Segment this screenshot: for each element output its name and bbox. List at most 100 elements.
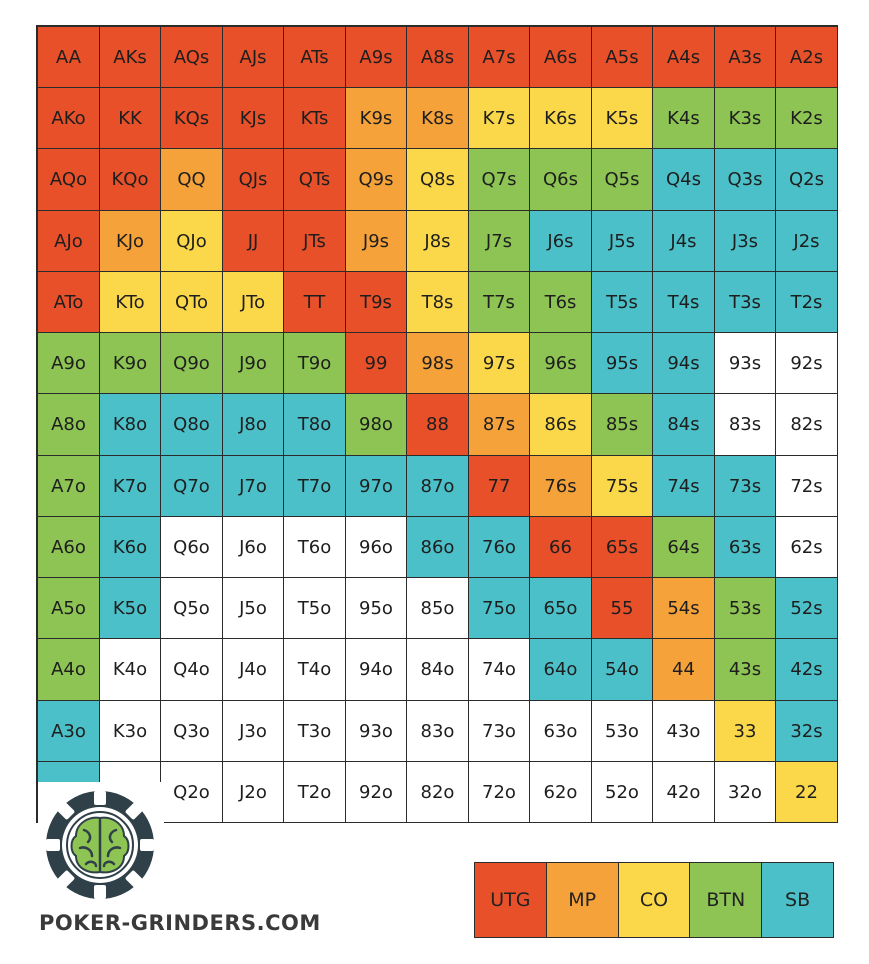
hand-cell: K9o	[99, 332, 161, 394]
hand-cell: T7s	[468, 271, 530, 333]
hand-cell: T2s	[775, 271, 838, 333]
hand-cell: T9s	[345, 271, 407, 333]
hand-cell: QJs	[222, 148, 284, 211]
hand-cell: 43s	[714, 638, 776, 701]
position-legend: UTG MP CO BTN SB	[474, 862, 834, 938]
hand-cell: J9s	[345, 210, 407, 272]
hand-cell: A3o	[37, 700, 100, 762]
hand-cell: A8s	[406, 26, 469, 88]
hand-cell: A5s	[591, 26, 653, 88]
hand-cell: 75s	[591, 455, 653, 517]
hand-cell: 53o	[591, 700, 653, 762]
hand-cell: 98s	[406, 332, 469, 394]
legend-item-sb: SB	[762, 863, 833, 937]
hand-cell: T7o	[283, 455, 346, 517]
hand-cell: 85s	[591, 393, 653, 456]
hand-cell: K3o	[99, 700, 161, 762]
hand-cell: K6o	[99, 516, 161, 578]
hand-cell: 65o	[529, 577, 592, 639]
hand-cell: J5s	[591, 210, 653, 272]
hand-cell: 52s	[775, 577, 838, 639]
hand-cell: 73s	[714, 455, 776, 517]
hand-cell: KJo	[99, 210, 161, 272]
hand-cell: Q2o	[160, 761, 223, 823]
hand-cell: T8s	[406, 271, 469, 333]
hand-cell: ATs	[283, 26, 346, 88]
hand-cell: 42s	[775, 638, 838, 701]
hand-cell: Q9s	[345, 148, 407, 211]
hand-cell: AQs	[160, 26, 223, 88]
hand-cell: A9o	[37, 332, 100, 394]
hand-cell: J6o	[222, 516, 284, 578]
hand-cell: T4s	[652, 271, 715, 333]
hand-cell: Q5o	[160, 577, 223, 639]
hand-cell: J7o	[222, 455, 284, 517]
hand-cell: K9s	[345, 87, 407, 149]
hand-cell: Q3s	[714, 148, 776, 211]
hand-cell: K5s	[591, 87, 653, 149]
legend-item-utg: UTG	[475, 863, 547, 937]
hand-cell: A7o	[37, 455, 100, 517]
hand-cell: T3o	[283, 700, 346, 762]
hand-cell: 76s	[529, 455, 592, 517]
hand-cell: K4o	[99, 638, 161, 701]
hand-cell: TT	[283, 271, 346, 333]
hand-cell: T8o	[283, 393, 346, 456]
hand-cell: QJo	[160, 210, 223, 272]
legend-item-co: CO	[618, 863, 691, 937]
hand-cell: K5o	[99, 577, 161, 639]
hand-cell: 95s	[591, 332, 653, 394]
hand-cell: Q9o	[160, 332, 223, 394]
hand-cell: K8s	[406, 87, 469, 149]
hand-cell: A7s	[468, 26, 530, 88]
hand-cell: K6s	[529, 87, 592, 149]
hand-cell: A5o	[37, 577, 100, 639]
hand-cell: 22	[775, 761, 838, 823]
hand-cell: 99	[345, 332, 407, 394]
hand-cell: Q6s	[529, 148, 592, 211]
hand-cell: AJs	[222, 26, 284, 88]
hand-cell: 66	[529, 516, 592, 578]
hand-cell: 72o	[468, 761, 530, 823]
hand-cell: 72s	[775, 455, 838, 517]
hand-cell: J4o	[222, 638, 284, 701]
hand-cell: K8o	[99, 393, 161, 456]
poker-chip-brain-icon	[38, 782, 164, 906]
hand-cell: 82s	[775, 393, 838, 456]
hand-cell: Q4s	[652, 148, 715, 211]
hand-cell: K3s	[714, 87, 776, 149]
hand-cell: 52o	[591, 761, 653, 823]
hand-cell: QTo	[160, 271, 223, 333]
hand-cell: JTo	[222, 271, 284, 333]
hand-cell: 42o	[652, 761, 715, 823]
hand-cell: J7s	[468, 210, 530, 272]
hand-cell: 98o	[345, 393, 407, 456]
hand-cell: 92s	[775, 332, 838, 394]
hand-cell: J4s	[652, 210, 715, 272]
range-grid: AA AKs AQs AJs ATs A9s A8s A7s A6s A5s A4s A3s A2s AK…	[36, 25, 838, 823]
hand-cell: 88	[406, 393, 469, 456]
hand-cell: J9o	[222, 332, 284, 394]
hand-cell: 87s	[468, 393, 530, 456]
hand-cell: 97s	[468, 332, 530, 394]
hand-cell: 64s	[652, 516, 715, 578]
hand-cell: 96o	[345, 516, 407, 578]
hand-cell: J3o	[222, 700, 284, 762]
hand-cell: KK	[99, 87, 161, 149]
hand-cell: A8o	[37, 393, 100, 456]
hand-cell: T6s	[529, 271, 592, 333]
hand-cell: AQo	[37, 148, 100, 211]
hand-cell: 77	[468, 455, 530, 517]
hand-cell: J5o	[222, 577, 284, 639]
hand-cell: 43o	[652, 700, 715, 762]
hand-cell: 86s	[529, 393, 592, 456]
hand-cell: 63s	[714, 516, 776, 578]
hand-cell: 94s	[652, 332, 715, 394]
hand-cell: Q2s	[775, 148, 838, 211]
hand-cell: 62o	[529, 761, 592, 823]
hand-cell: 85o	[406, 577, 469, 639]
hand-cell: Q5s	[591, 148, 653, 211]
hand-cell: T5s	[591, 271, 653, 333]
hand-cell: Q4o	[160, 638, 223, 701]
hand-cell: 53s	[714, 577, 776, 639]
